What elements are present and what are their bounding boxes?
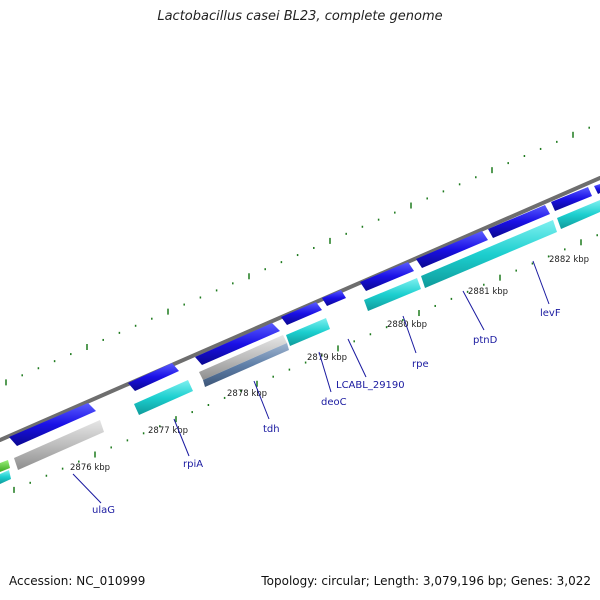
leader-line <box>402 315 417 354</box>
tick-label: 2881 kbp <box>468 287 508 297</box>
gene-label-rpiA[interactable]: rpiA <box>183 459 203 470</box>
map-title: Lactobacillus casei BL23, complete genom… <box>157 9 443 24</box>
leader-line <box>253 380 270 420</box>
leader-line <box>173 418 190 457</box>
gene-arrow[interactable] <box>360 262 414 291</box>
gene-arrow[interactable] <box>281 302 322 325</box>
cds-block[interactable] <box>286 318 330 346</box>
gene-row-outer <box>9 184 600 446</box>
gene-arrow[interactable] <box>416 231 488 268</box>
gene-arrow[interactable] <box>594 184 600 194</box>
gene-label-rpe[interactable]: rpe <box>412 359 429 370</box>
tick-label: 2882 kbp <box>549 255 589 265</box>
gene-arrow[interactable] <box>128 363 179 391</box>
tick-label: 2880 kbp <box>387 320 427 330</box>
cds-block[interactable] <box>203 343 289 387</box>
leader-line <box>532 260 550 305</box>
gene-arrow[interactable] <box>195 323 280 365</box>
gene-labels: ulaG rpiA tdh deoC LCABL_29190 rpe ptnD … <box>92 308 561 516</box>
gene-label-levF[interactable]: levF <box>540 308 561 319</box>
leader-line <box>347 338 367 378</box>
tick-label: 2878 kbp <box>227 389 267 399</box>
cds-block[interactable] <box>557 200 600 229</box>
gene-label-tdh[interactable]: tdh <box>263 424 280 435</box>
gene-label-deoC[interactable]: deoC <box>321 397 347 408</box>
leader-line <box>318 351 332 393</box>
accession-text: Accession: NC_010999 <box>9 574 146 588</box>
gene-label-ptnD[interactable]: ptnD <box>473 335 498 346</box>
genome-summary-text: Topology: circular; Length: 3,079,196 bp… <box>261 574 591 588</box>
label-leaders <box>72 260 550 504</box>
tick-label: 2879 kbp <box>307 353 347 363</box>
gene-label-LCABL_29190[interactable]: LCABL_29190 <box>336 380 405 391</box>
inner-tick-row <box>13 234 598 493</box>
gene-arrow[interactable] <box>488 205 550 238</box>
tick-labels: 2876 kbp 2877 kbp 2878 kbp 2879 kbp 2880… <box>70 255 589 473</box>
cds-block[interactable] <box>421 220 557 288</box>
cds-block[interactable] <box>14 420 104 470</box>
gene-arrow[interactable] <box>322 290 346 306</box>
tick-label: 2876 kbp <box>70 463 110 473</box>
leader-line <box>72 473 102 504</box>
cds-block[interactable] <box>199 335 287 380</box>
gene-arrow[interactable] <box>551 187 592 211</box>
tick-label: 2877 kbp <box>148 426 188 436</box>
gene-label-ulaG[interactable]: ulaG <box>92 505 115 516</box>
leader-line <box>462 290 485 331</box>
cds-block[interactable] <box>134 380 193 415</box>
gene-arrow[interactable] <box>9 403 96 446</box>
gene-row-inner <box>0 200 600 484</box>
cds-block[interactable] <box>0 470 11 484</box>
cds-block[interactable] <box>364 278 421 311</box>
cds-block[interactable] <box>0 460 10 472</box>
outer-tick-row <box>5 126 590 386</box>
